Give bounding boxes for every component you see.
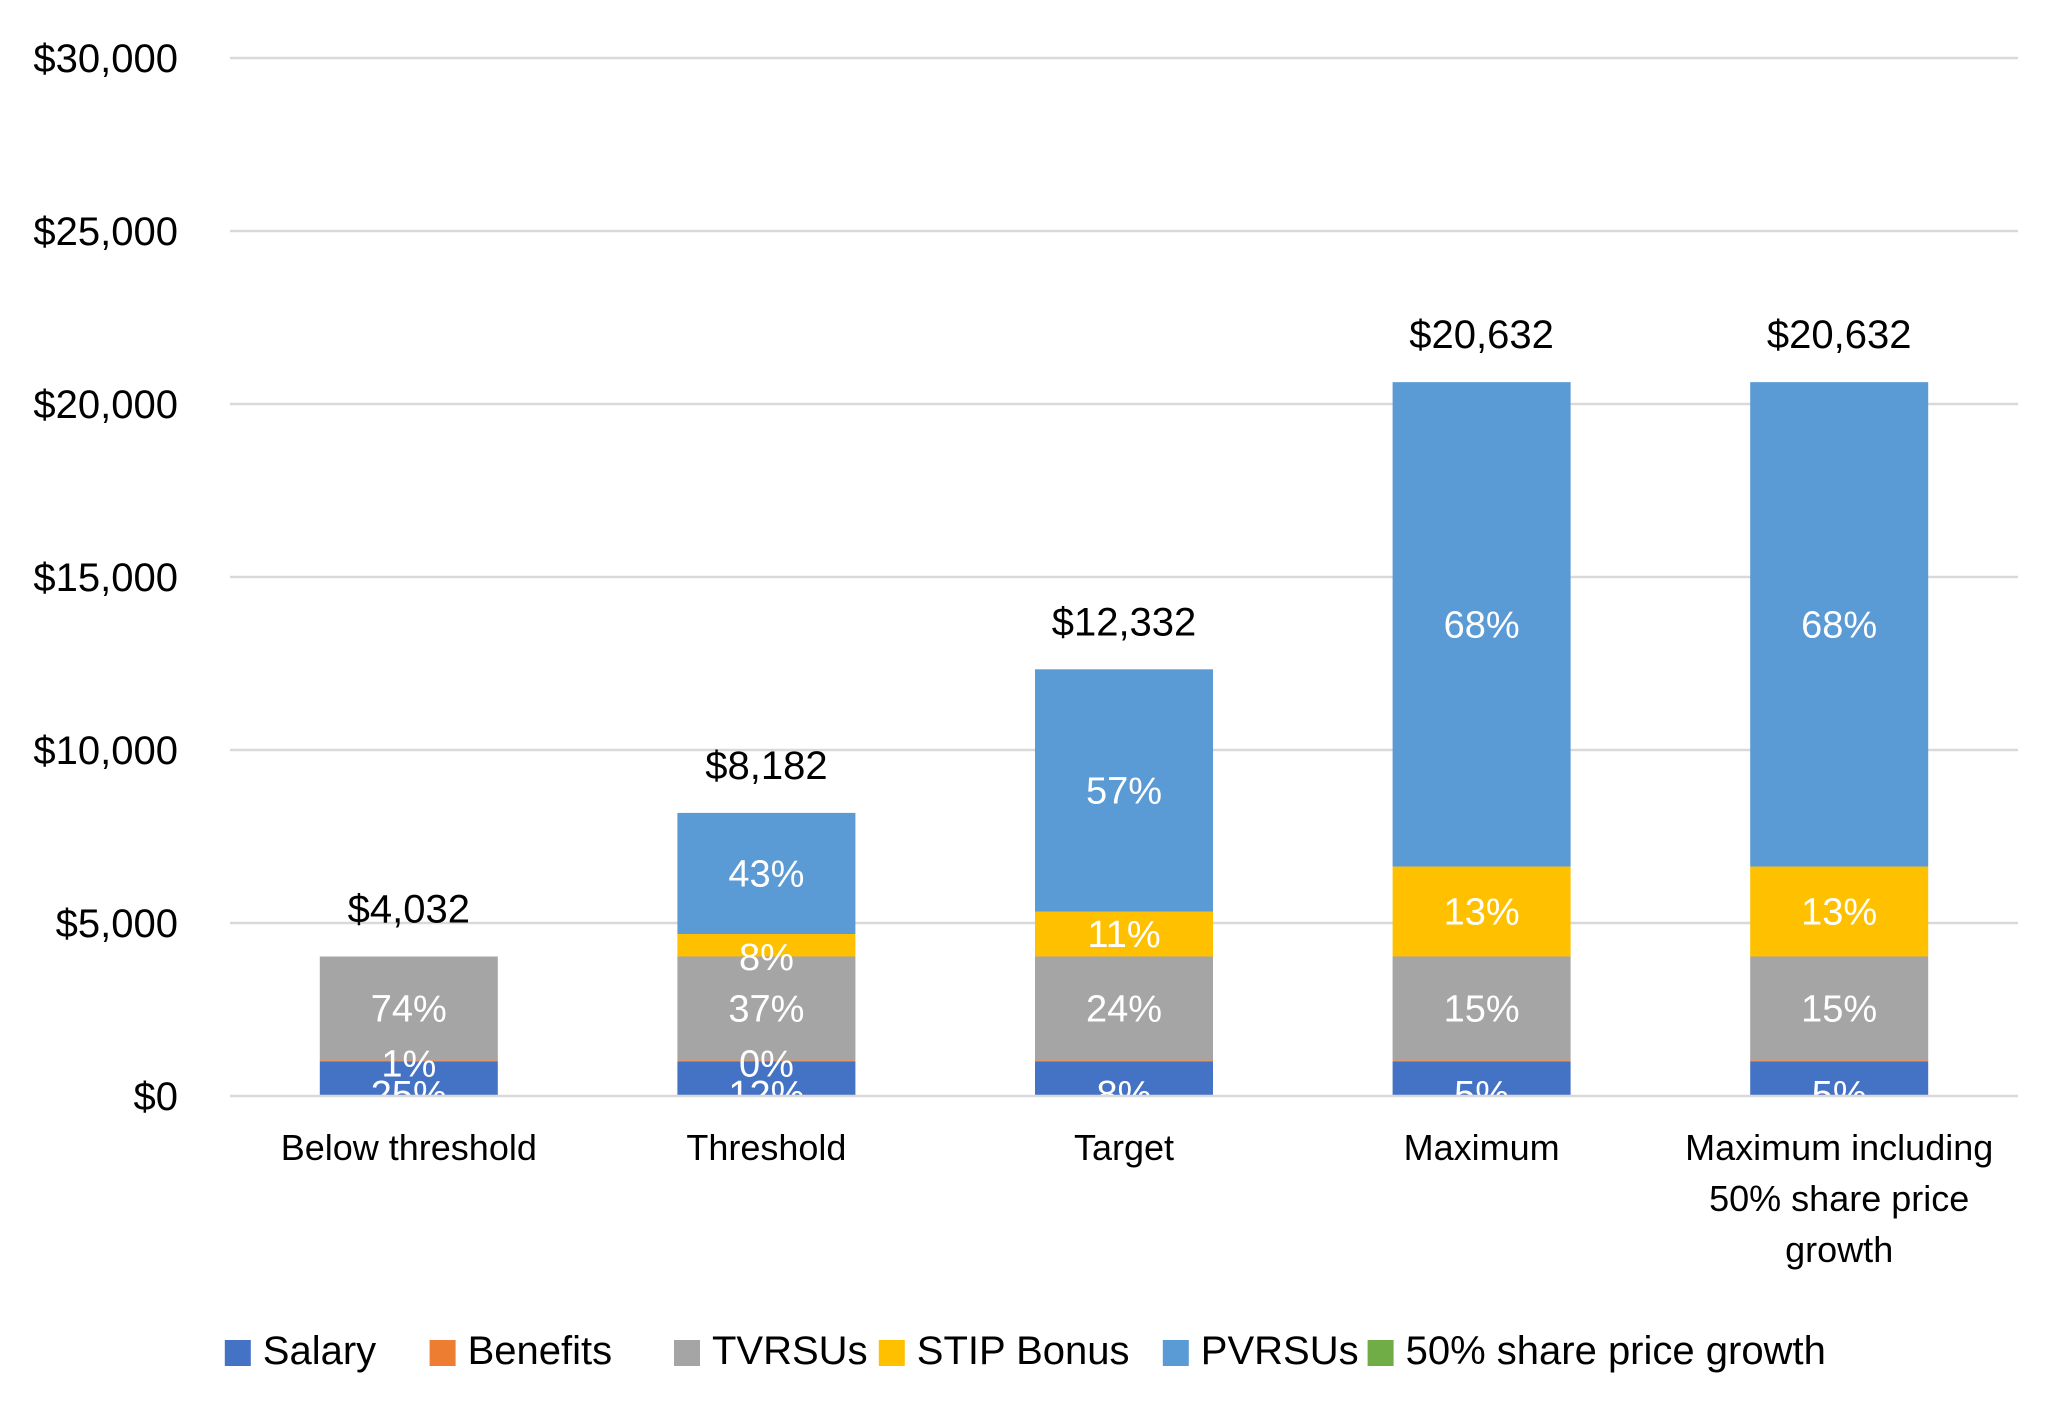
bar-segment-tvrsus: [319, 956, 498, 1061]
legend-label: Salary: [263, 1329, 376, 1373]
y-tick-label: $20,000: [33, 383, 178, 427]
bar-segment-stip-bonus: [1035, 911, 1213, 957]
y-tick-label: $0: [134, 1075, 179, 1119]
x-axis: Below threshold Threshold Target Maximum Max…: [230, 1094, 2018, 1270]
bar-segment-tvrsus: [677, 956, 856, 1061]
gridlines: [230, 56, 2018, 925]
legend-item-50-share-price-growth: 50% share price growth: [1367, 1329, 1826, 1373]
segment-data-labels: 25%1%74%12%0%37%8%43%8%24%11%57%5%15%13%…: [371, 604, 1877, 1116]
bar-segment-salary: [1035, 1061, 1213, 1096]
total-labels: $4,032 $8,182 $12,332 $20,632 $20,632: [348, 313, 1912, 931]
bar-segment-benefits: [319, 1060, 498, 1062]
bar-segment-salary: [677, 1061, 856, 1096]
legend-label: STIP Bonus: [917, 1329, 1130, 1373]
bar-segment-benefits: [677, 1060, 856, 1062]
data-label-pvrsus: 57%: [1086, 770, 1162, 812]
x-category-label: Below threshold: [281, 1127, 537, 1168]
bar-segment-pvrsus: [677, 812, 856, 935]
legend-item-pvrsus: PVRSUs: [1162, 1329, 1359, 1373]
total-label: $20,632: [1409, 313, 1554, 357]
y-tick-label: $15,000: [33, 556, 178, 600]
x-category-label: Target: [1074, 1127, 1174, 1168]
x-category-label: Maximum: [1404, 1127, 1560, 1168]
legend-label: PVRSUs: [1201, 1329, 1359, 1373]
bar-segment-stip-bonus: [1750, 866, 1929, 957]
bar-segment-stip-bonus: [677, 934, 856, 957]
bar-segment-benefits: [1392, 1060, 1571, 1062]
legend-swatch: [1367, 1340, 1394, 1366]
data-label-pvrsus: 68%: [1444, 604, 1520, 646]
y-tick-label: $25,000: [33, 210, 178, 254]
y-axis-tick-labels: $0 $5,000 $10,000 $15,000 $20,000 $25,000 $30,…: [33, 37, 178, 1119]
legend-label: 50% share price growth: [1406, 1329, 1826, 1373]
bar-segment-salary: [1750, 1061, 1929, 1096]
y-tick-label: $10,000: [33, 729, 178, 773]
data-label-tvrsus: 15%: [1444, 988, 1520, 1030]
x-category-label: Threshold: [686, 1127, 846, 1168]
legend-item-salary: Salary: [224, 1329, 376, 1373]
legend-label: Benefits: [468, 1329, 613, 1373]
data-label-stip-bonus: 13%: [1444, 892, 1520, 934]
data-label-benefits: 0%: [739, 1043, 794, 1085]
y-tick-label: $30,000: [33, 37, 178, 81]
data-label-tvrsus: 24%: [1086, 988, 1162, 1030]
bar-segment-pvrsus: [1750, 382, 1929, 867]
data-label-stip-bonus: 11%: [1087, 914, 1160, 956]
legend-swatch: [878, 1340, 905, 1366]
total-label: $4,032: [348, 887, 470, 931]
y-tick-label: $5,000: [56, 902, 178, 946]
legend-item-stip-bonus: STIP Bonus: [878, 1329, 1130, 1373]
data-label-pvrsus: 43%: [728, 853, 804, 895]
bar-segment-salary: [319, 1061, 498, 1096]
bar-segment-pvrsus: [1392, 382, 1571, 867]
data-label-pvrsus: 68%: [1801, 604, 1877, 646]
x-category-label: Maximum including 50% share price growth: [1685, 1127, 1993, 1270]
bar-segment-benefits: [1035, 1060, 1213, 1062]
bar-segment-benefits: [1750, 1060, 1929, 1062]
legend-item-benefits: Benefits: [429, 1329, 613, 1373]
total-label: $12,332: [1052, 600, 1197, 644]
legend-swatch: [674, 1340, 700, 1366]
data-label-tvrsus: 15%: [1801, 988, 1877, 1030]
legend-swatch: [429, 1340, 456, 1366]
bar-segment-salary: [1392, 1061, 1571, 1096]
data-label-benefits: 1%: [381, 1043, 436, 1085]
legend-swatch: [224, 1340, 251, 1366]
bar-segment-tvrsus: [1750, 956, 1929, 1061]
data-label-tvrsus: 37%: [728, 988, 804, 1030]
legend-swatch: [1162, 1340, 1189, 1366]
bar-segment-tvrsus: [1392, 956, 1571, 1061]
data-label-stip-bonus: 13%: [1801, 892, 1877, 934]
total-label: $8,182: [705, 744, 827, 788]
data-label-stip-bonus: 8%: [739, 937, 794, 979]
data-label-tvrsus: 74%: [371, 988, 447, 1030]
legend-item-tvrsus: TVRSUs: [674, 1329, 868, 1373]
bars: [319, 382, 1929, 1096]
legend-label: TVRSUs: [712, 1329, 868, 1373]
bar-segment-stip-bonus: [1392, 866, 1571, 957]
bar-segment-tvrsus: [1035, 956, 1213, 1061]
bar-segment-pvrsus: [1035, 669, 1213, 912]
legend: Salary Benefits TVRSUs STIP Bonus PVRSUs 50% …: [224, 1329, 1826, 1373]
total-label: $20,632: [1767, 313, 1912, 357]
